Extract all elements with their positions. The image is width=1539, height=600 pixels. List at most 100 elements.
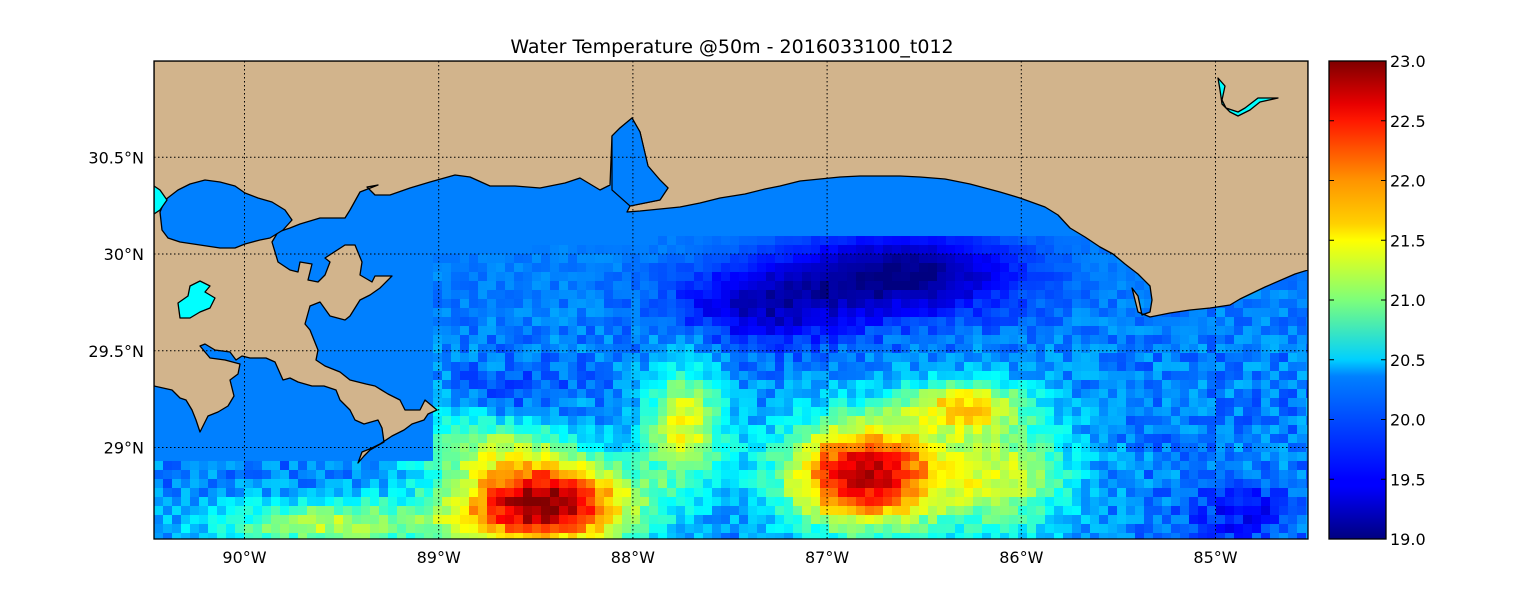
temperature-cell bbox=[1243, 461, 1252, 470]
temperature-cell bbox=[784, 506, 793, 515]
temperature-cell bbox=[352, 524, 361, 533]
temperature-cell bbox=[766, 452, 775, 461]
temperature-cell bbox=[685, 452, 694, 461]
temperature-cell bbox=[577, 326, 586, 335]
temperature-cell bbox=[1261, 371, 1270, 380]
temperature-cell bbox=[1045, 353, 1054, 362]
temperature-cell bbox=[1027, 380, 1036, 389]
temperature-cell bbox=[919, 263, 928, 272]
temperature-cell bbox=[1189, 317, 1198, 326]
temperature-cell bbox=[1036, 308, 1045, 317]
temperature-cell bbox=[541, 515, 550, 524]
temperature-cell bbox=[748, 425, 757, 434]
temperature-cell bbox=[577, 344, 586, 353]
temperature-cell bbox=[829, 407, 838, 416]
temperature-cell bbox=[1171, 461, 1180, 470]
temperature-cell bbox=[1270, 344, 1279, 353]
temperature-cell bbox=[478, 497, 487, 506]
temperature-cell bbox=[217, 461, 226, 470]
temperature-cell bbox=[820, 461, 829, 470]
temperature-cell bbox=[487, 524, 496, 533]
temperature-cell bbox=[370, 488, 379, 497]
temperature-cell bbox=[676, 488, 685, 497]
temperature-cell bbox=[865, 281, 874, 290]
temperature-cell bbox=[460, 479, 469, 488]
temperature-cell bbox=[883, 290, 892, 299]
temperature-cell bbox=[982, 479, 991, 488]
temperature-cell bbox=[667, 317, 676, 326]
temperature-cell bbox=[550, 308, 559, 317]
temperature-cell bbox=[1306, 362, 1308, 371]
temperature-cell bbox=[1288, 371, 1297, 380]
temperature-cell bbox=[784, 515, 793, 524]
temperature-cell bbox=[658, 497, 667, 506]
temperature-cell bbox=[523, 317, 532, 326]
temperature-cell bbox=[226, 497, 235, 506]
temperature-cell bbox=[1045, 515, 1054, 524]
temperature-cell bbox=[208, 506, 217, 515]
temperature-cell bbox=[1216, 506, 1225, 515]
temperature-cell bbox=[550, 299, 559, 308]
temperature-cell bbox=[640, 245, 649, 254]
temperature-cell bbox=[901, 299, 910, 308]
temperature-cell bbox=[1000, 344, 1009, 353]
temperature-cell bbox=[865, 443, 874, 452]
temperature-cell bbox=[622, 317, 631, 326]
temperature-cell bbox=[703, 353, 712, 362]
temperature-cell bbox=[514, 497, 523, 506]
temperature-cell bbox=[1216, 389, 1225, 398]
temperature-cell bbox=[505, 443, 514, 452]
temperature-cell bbox=[622, 380, 631, 389]
temperature-cell bbox=[820, 497, 829, 506]
temperature-cell bbox=[199, 533, 208, 539]
temperature-cell bbox=[595, 263, 604, 272]
temperature-cell bbox=[460, 281, 469, 290]
temperature-cell bbox=[811, 263, 820, 272]
temperature-cell bbox=[1288, 425, 1297, 434]
temperature-cell bbox=[946, 452, 955, 461]
temperature-cell bbox=[712, 533, 721, 539]
temperature-cell bbox=[775, 452, 784, 461]
temperature-cell bbox=[577, 299, 586, 308]
temperature-cell bbox=[1162, 335, 1171, 344]
temperature-cell bbox=[1027, 272, 1036, 281]
temperature-cell bbox=[613, 353, 622, 362]
temperature-cell bbox=[442, 326, 451, 335]
temperature-cell bbox=[514, 524, 523, 533]
temperature-cell bbox=[514, 299, 523, 308]
temperature-cell bbox=[991, 344, 1000, 353]
temperature-cell bbox=[721, 425, 730, 434]
temperature-cell bbox=[253, 488, 262, 497]
temperature-cell bbox=[730, 335, 739, 344]
temperature-cell bbox=[469, 461, 478, 470]
temperature-cell bbox=[577, 263, 586, 272]
temperature-cell bbox=[658, 461, 667, 470]
temperature-cell bbox=[1216, 470, 1225, 479]
temperature-cell bbox=[1306, 344, 1308, 353]
temperature-cell bbox=[208, 479, 217, 488]
temperature-cell bbox=[811, 416, 820, 425]
temperature-cell bbox=[424, 461, 433, 470]
temperature-cell bbox=[1036, 362, 1045, 371]
temperature-cell bbox=[901, 263, 910, 272]
temperature-cell bbox=[847, 488, 856, 497]
temperature-cell bbox=[694, 362, 703, 371]
temperature-cell bbox=[577, 281, 586, 290]
temperature-cell bbox=[955, 452, 964, 461]
temperature-cell bbox=[793, 308, 802, 317]
temperature-cell bbox=[1144, 416, 1153, 425]
temperature-cell bbox=[1027, 317, 1036, 326]
temperature-cell bbox=[1009, 326, 1018, 335]
temperature-cell bbox=[739, 506, 748, 515]
temperature-cell bbox=[352, 488, 361, 497]
temperature-cell bbox=[784, 299, 793, 308]
temperature-cell bbox=[487, 479, 496, 488]
temperature-cell bbox=[487, 362, 496, 371]
temperature-cell bbox=[1072, 398, 1081, 407]
temperature-cell bbox=[1207, 470, 1216, 479]
temperature-cell bbox=[811, 461, 820, 470]
temperature-cell bbox=[928, 470, 937, 479]
temperature-cell bbox=[586, 407, 595, 416]
temperature-cell bbox=[433, 362, 442, 371]
temperature-cell bbox=[577, 515, 586, 524]
